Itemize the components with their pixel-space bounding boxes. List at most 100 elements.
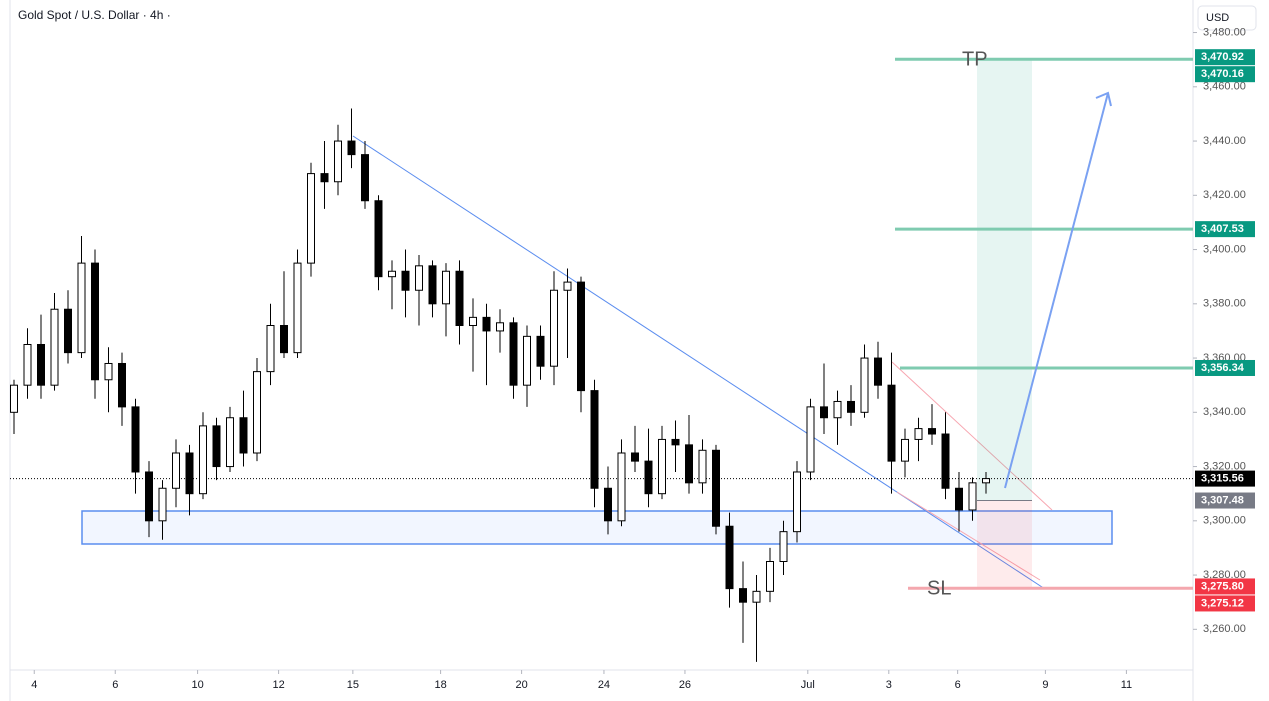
candle-body — [293, 262, 302, 354]
price-label: 3,407.53 — [1201, 223, 1244, 235]
candle-body — [968, 482, 977, 511]
candle-body — [455, 270, 464, 327]
candle-body — [442, 270, 450, 305]
y-tick-label: 3,340.00 — [1203, 406, 1246, 418]
y-tick-label: 3,380.00 — [1203, 298, 1246, 310]
candle-body — [712, 449, 720, 527]
y-tick-label: 3,280.00 — [1203, 569, 1246, 581]
channel-line — [891, 361, 1053, 511]
x-tick-label: 6 — [112, 679, 118, 691]
candle-body — [563, 281, 572, 291]
tp-label: TP — [962, 49, 988, 71]
candle-body — [415, 265, 423, 291]
candle-body — [914, 428, 923, 440]
y-tick-label: 3,420.00 — [1203, 189, 1246, 201]
candle-body — [833, 400, 842, 419]
candle-body — [118, 362, 126, 408]
x-tick-label: 4 — [31, 679, 37, 691]
x-tick-label: Jul — [801, 679, 815, 691]
y-tick-label: 3,400.00 — [1203, 243, 1246, 255]
candle-body — [10, 384, 18, 413]
candle-body — [887, 384, 896, 462]
price-label-box — [1195, 66, 1255, 83]
candle-body — [50, 308, 59, 386]
candle-body — [469, 316, 477, 327]
candle-body — [658, 438, 666, 495]
candle-body — [752, 590, 761, 603]
support-zone — [81, 510, 1113, 545]
candle-body — [847, 400, 855, 413]
candle-body — [779, 531, 788, 562]
candle-body — [104, 362, 113, 381]
candle-body — [577, 281, 585, 392]
y-tick-label: 3,460.00 — [1203, 81, 1246, 93]
candle-body — [509, 322, 518, 386]
candle-body — [739, 588, 747, 603]
candle-body — [172, 452, 180, 489]
candle-body — [280, 325, 288, 354]
candle-body — [550, 289, 558, 367]
candle-body — [482, 316, 491, 332]
candle-body — [874, 357, 882, 386]
symbol-title: Gold Spot / U.S. Dollar · 4h · — [18, 8, 171, 22]
price-label-box — [1195, 359, 1255, 376]
x-tick-label: 11 — [1121, 679, 1132, 691]
candle-body — [941, 433, 950, 489]
x-tick-label: 24 — [598, 679, 610, 691]
y-tick-label: 3,320.00 — [1203, 460, 1246, 472]
candle-body — [307, 173, 315, 264]
candle-body — [37, 343, 45, 386]
candle-body — [590, 390, 599, 489]
candle-body — [617, 452, 626, 522]
channel-line — [896, 491, 1041, 581]
price-label: 3,315.56 — [1201, 473, 1244, 485]
x-tick-label: 10 — [191, 679, 203, 691]
candle-body — [388, 270, 396, 278]
currency-button[interactable] — [1197, 5, 1257, 31]
x-tick-label: 6 — [955, 679, 961, 691]
price-label: 3,275.12 — [1201, 597, 1244, 609]
candle-body — [185, 452, 194, 495]
candle-body — [91, 262, 99, 381]
candle-body — [644, 460, 653, 495]
candle-body — [374, 200, 383, 278]
candle-body — [698, 449, 707, 484]
price-label-box — [1195, 470, 1255, 487]
candle-body — [496, 322, 504, 332]
candle-body — [536, 335, 545, 367]
candle-body — [347, 140, 356, 156]
price-label-box — [1195, 221, 1255, 238]
candle-body — [428, 265, 437, 305]
candle-body — [23, 343, 32, 386]
y-tick-label: 3,440.00 — [1203, 135, 1246, 147]
candle-body — [199, 425, 207, 495]
price-label: 3,275.80 — [1201, 580, 1244, 592]
candle-body — [361, 154, 369, 202]
currency: USD — [1206, 12, 1229, 24]
y-tick-label: 3,480.00 — [1203, 26, 1246, 38]
candle-body — [982, 478, 990, 484]
x-tick-label: 26 — [679, 679, 691, 691]
candle-body — [955, 487, 963, 511]
target-zone — [977, 59, 1032, 501]
candle-body — [158, 487, 167, 522]
sl-label: SL — [927, 578, 951, 600]
candle-body — [266, 325, 275, 373]
candle-body — [604, 487, 612, 522]
price-label-box — [1195, 578, 1255, 595]
candle-body — [685, 444, 693, 484]
target-arrow — [1004, 92, 1109, 489]
candle-body — [253, 371, 261, 454]
candle-body — [64, 308, 72, 354]
candle-body — [631, 452, 639, 462]
x-tick-label: 15 — [347, 679, 359, 691]
candle-body — [523, 335, 531, 386]
candle-body — [239, 417, 248, 454]
candle-body — [806, 406, 815, 473]
drawings — [81, 59, 1113, 590]
price-label: 3,470.92 — [1201, 51, 1244, 63]
price-label-box — [1195, 492, 1255, 509]
